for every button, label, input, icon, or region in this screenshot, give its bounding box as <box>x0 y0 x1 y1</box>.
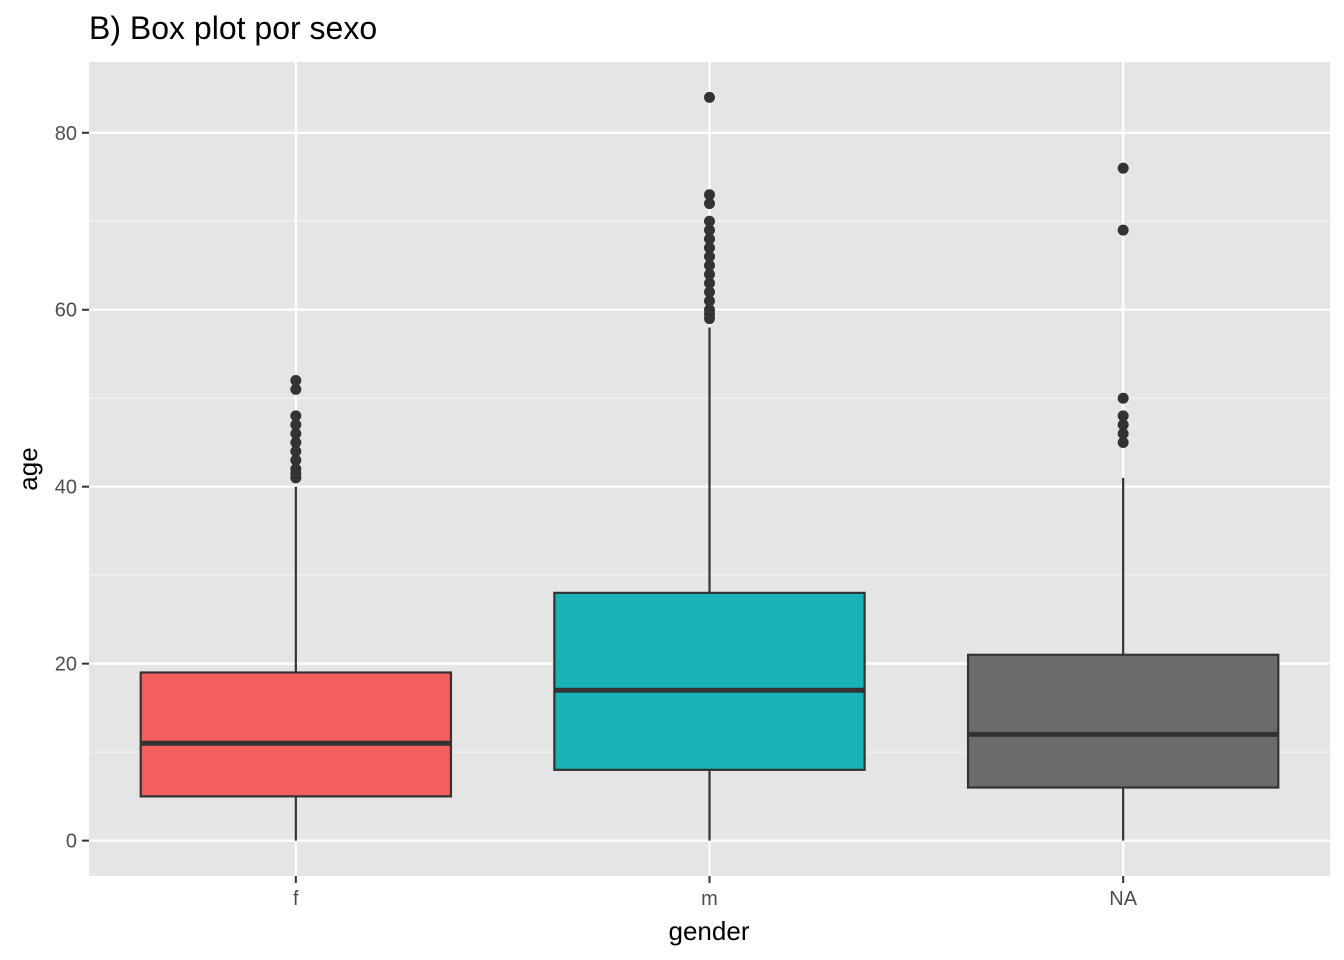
outlier-point <box>1117 436 1129 448</box>
outlier-point <box>290 410 302 422</box>
outlier-point <box>704 224 715 236</box>
box-m <box>553 591 866 771</box>
outlier-point <box>704 198 715 210</box>
y-axis: 0 20 40 60 80 <box>55 123 89 853</box>
box-group-m <box>553 91 866 841</box>
y-tick-label: 60 <box>55 300 77 322</box>
outlier-point <box>704 260 715 271</box>
box-group-NA <box>966 162 1280 841</box>
x-tick-label: f <box>293 888 299 910</box>
box-NA <box>966 653 1280 789</box>
outlier-point <box>704 277 715 289</box>
outlier-point <box>704 189 715 201</box>
x-axis-title: gender <box>669 916 750 946</box>
y-tick-label: 40 <box>55 477 77 499</box>
outlier-point <box>290 383 302 395</box>
y-tick-label: 80 <box>55 123 77 145</box>
outlier-point <box>290 419 302 431</box>
y-axis-title: age <box>13 447 43 490</box>
outlier-point <box>290 463 302 475</box>
outlier-point <box>1117 419 1129 431</box>
outlier-point <box>290 436 302 448</box>
outlier-point <box>1117 410 1129 422</box>
outlier-point <box>290 428 302 440</box>
outlier-point <box>704 251 715 263</box>
outlier-point <box>704 215 715 227</box>
box-group-f <box>139 375 453 841</box>
x-tick-label: m <box>701 888 718 910</box>
y-tick-label: 20 <box>55 654 77 676</box>
outlier-point <box>290 454 302 466</box>
outlier-point <box>704 286 715 298</box>
outlier-point <box>1117 392 1129 404</box>
outlier-point <box>704 242 715 254</box>
outlier-point <box>704 91 715 103</box>
outlier-point <box>1117 224 1129 236</box>
y-tick-label: 0 <box>66 831 77 853</box>
outlier-point <box>1117 428 1129 440</box>
outlier-point <box>290 445 302 457</box>
outlier-point <box>1117 162 1129 174</box>
outlier-point <box>704 304 715 316</box>
boxes-layer <box>139 91 1280 841</box>
box-f <box>139 671 453 798</box>
x-tick-label: NA <box>1109 888 1137 910</box>
x-axis: f m NA <box>293 876 1138 910</box>
outlier-point <box>290 375 302 387</box>
outlier-point <box>704 268 715 280</box>
chart-title: B) Box plot por sexo <box>89 10 377 46</box>
outlier-point <box>704 233 715 245</box>
outlier-point <box>704 295 715 307</box>
